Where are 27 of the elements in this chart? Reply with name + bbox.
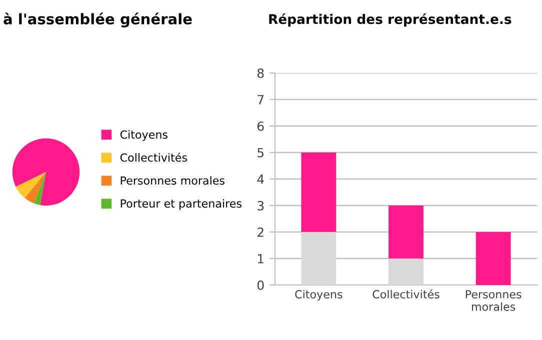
bar xyxy=(301,232,336,285)
legend-label: Collectivités xyxy=(120,152,187,162)
y-tick-label: 3 xyxy=(258,200,264,210)
legend-label: Personnes morales xyxy=(120,176,224,185)
pie-slice xyxy=(34,172,46,206)
y-tick-label: 4 xyxy=(257,174,264,184)
pie-slice xyxy=(12,138,80,206)
pie-slice xyxy=(16,172,46,198)
y-tick-label: 6 xyxy=(258,121,264,131)
bar xyxy=(301,152,336,232)
x-tick-label: Collectivités xyxy=(372,289,440,298)
y-tick-label: 1 xyxy=(258,254,264,264)
legend-label: Citoyens xyxy=(120,130,168,141)
y-tick-label: 7 xyxy=(258,95,264,104)
y-tick-label: 8 xyxy=(257,68,264,78)
chart-title: Répartition des représentant.e.s xyxy=(269,13,512,27)
pie-slice xyxy=(24,172,46,204)
x-tick-label: Personnes morales xyxy=(466,290,522,311)
bar xyxy=(476,232,511,285)
chart-title: à l'assemblée générale xyxy=(4,12,192,28)
bar xyxy=(388,258,424,285)
y-tick-label: 2 xyxy=(258,227,264,237)
y-tick-label: 0 xyxy=(257,280,264,290)
legend-label: Porteur et partenaires xyxy=(120,199,242,210)
bar xyxy=(388,206,424,258)
y-tick-label: 5 xyxy=(258,148,264,158)
x-tick-label: Citoyens xyxy=(295,290,342,301)
